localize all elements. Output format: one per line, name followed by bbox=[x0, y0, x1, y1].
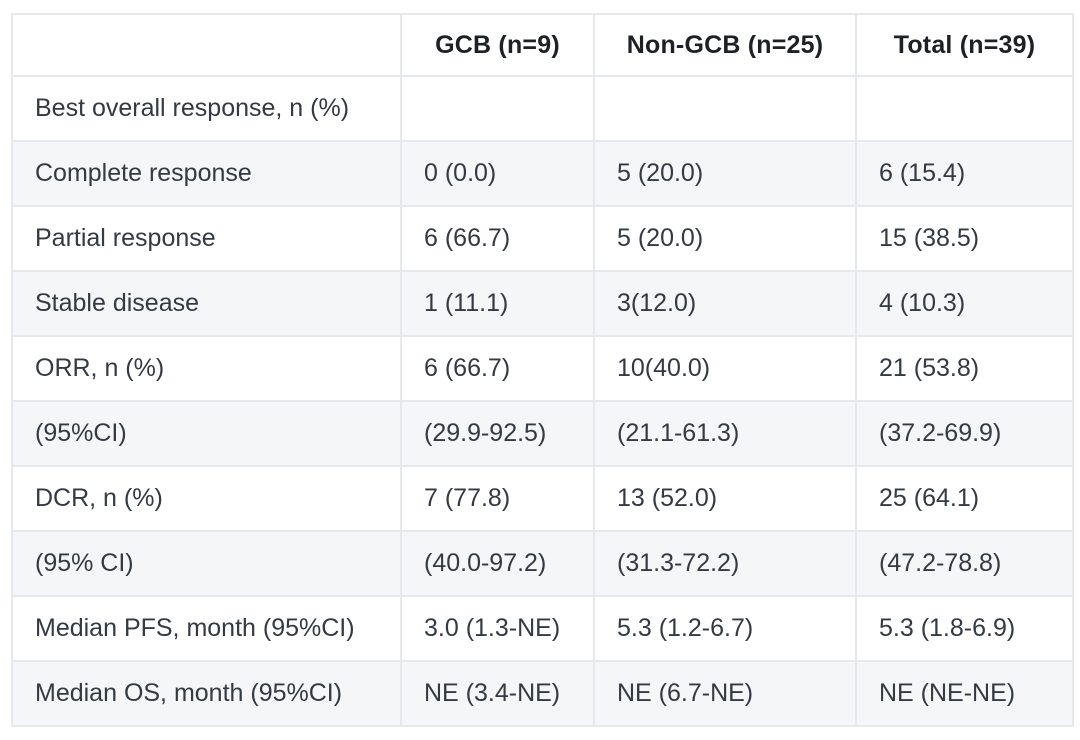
total-value-cell: 5.3 (1.8-6.9) bbox=[855, 595, 1074, 662]
gcb-value-cell: 0 (0.0) bbox=[400, 140, 595, 207]
row-label-cell: Partial response bbox=[11, 205, 402, 272]
table-row-complete-response: Complete response 0 (0.0) 5 (20.0) 6 (15… bbox=[11, 140, 1074, 207]
row-label-cell: Median OS, month (95%CI) bbox=[11, 660, 402, 727]
row-label-cell: Stable disease bbox=[11, 270, 402, 337]
row-label-cell: Complete response bbox=[11, 140, 402, 207]
gcb-value-cell: NE (3.4-NE) bbox=[400, 660, 595, 727]
column-header-empty bbox=[11, 13, 402, 77]
non-gcb-value-cell: 13 (52.0) bbox=[593, 465, 857, 532]
row-label-cell: DCR, n (%) bbox=[11, 465, 402, 532]
column-header-total: Total (n=39) bbox=[855, 13, 1074, 77]
table-row-orr: ORR, n (%) 6 (66.7) 10(40.0) 21 (53.8) bbox=[11, 335, 1074, 402]
gcb-value-cell: 6 (66.7) bbox=[400, 205, 595, 272]
gcb-value-cell bbox=[400, 75, 595, 142]
gcb-value-cell: 3.0 (1.3-NE) bbox=[400, 595, 595, 662]
gcb-value-cell: 1 (11.1) bbox=[400, 270, 595, 337]
non-gcb-value-cell bbox=[593, 75, 857, 142]
column-header-gcb: GCB (n=9) bbox=[400, 13, 595, 77]
total-value-cell bbox=[855, 75, 1074, 142]
non-gcb-value-cell: 5 (20.0) bbox=[593, 140, 857, 207]
response-table-container: GCB (n=9) Non-GCB (n=25) Total (n=39) Be… bbox=[11, 13, 1074, 727]
non-gcb-value-cell: 5 (20.0) bbox=[593, 205, 857, 272]
gcb-value-cell: 7 (77.8) bbox=[400, 465, 595, 532]
row-label-cell: Best overall response, n (%) bbox=[11, 75, 402, 142]
row-label-cell: Median PFS, month (95%CI) bbox=[11, 595, 402, 662]
non-gcb-value-cell: (31.3-72.2) bbox=[593, 530, 857, 597]
total-value-cell: (37.2-69.9) bbox=[855, 400, 1074, 467]
table-row-partial-response: Partial response 6 (66.7) 5 (20.0) 15 (3… bbox=[11, 205, 1074, 272]
column-header-non-gcb: Non-GCB (n=25) bbox=[593, 13, 857, 77]
response-table: GCB (n=9) Non-GCB (n=25) Total (n=39) Be… bbox=[11, 13, 1074, 727]
non-gcb-value-cell: 10(40.0) bbox=[593, 335, 857, 402]
non-gcb-value-cell: 3(12.0) bbox=[593, 270, 857, 337]
table-row-best-overall-response: Best overall response, n (%) bbox=[11, 75, 1074, 142]
table-row-dcr-ci: (95% CI) (40.0-97.2) (31.3-72.2) (47.2-7… bbox=[11, 530, 1074, 597]
total-value-cell: 15 (38.5) bbox=[855, 205, 1074, 272]
total-value-cell: NE (NE-NE) bbox=[855, 660, 1074, 727]
total-value-cell: 25 (64.1) bbox=[855, 465, 1074, 532]
gcb-value-cell: (40.0-97.2) bbox=[400, 530, 595, 597]
header-row: GCB (n=9) Non-GCB (n=25) Total (n=39) bbox=[11, 13, 1074, 77]
total-value-cell: (47.2-78.8) bbox=[855, 530, 1074, 597]
table-row-median-pfs: Median PFS, month (95%CI) 3.0 (1.3-NE) 5… bbox=[11, 595, 1074, 662]
table-row-median-os: Median OS, month (95%CI) NE (3.4-NE) NE … bbox=[11, 660, 1074, 727]
table-row-dcr: DCR, n (%) 7 (77.8) 13 (52.0) 25 (64.1) bbox=[11, 465, 1074, 532]
row-label-cell: (95%CI) bbox=[11, 400, 402, 467]
total-value-cell: 4 (10.3) bbox=[855, 270, 1074, 337]
table-row-stable-disease: Stable disease 1 (11.1) 3(12.0) 4 (10.3) bbox=[11, 270, 1074, 337]
non-gcb-value-cell: NE (6.7-NE) bbox=[593, 660, 857, 727]
total-value-cell: 6 (15.4) bbox=[855, 140, 1074, 207]
table-row-orr-ci: (95%CI) (29.9-92.5) (21.1-61.3) (37.2-69… bbox=[11, 400, 1074, 467]
row-label-cell: ORR, n (%) bbox=[11, 335, 402, 402]
non-gcb-value-cell: 5.3 (1.2-6.7) bbox=[593, 595, 857, 662]
non-gcb-value-cell: (21.1-61.3) bbox=[593, 400, 857, 467]
row-label-cell: (95% CI) bbox=[11, 530, 402, 597]
gcb-value-cell: 6 (66.7) bbox=[400, 335, 595, 402]
gcb-value-cell: (29.9-92.5) bbox=[400, 400, 595, 467]
total-value-cell: 21 (53.8) bbox=[855, 335, 1074, 402]
